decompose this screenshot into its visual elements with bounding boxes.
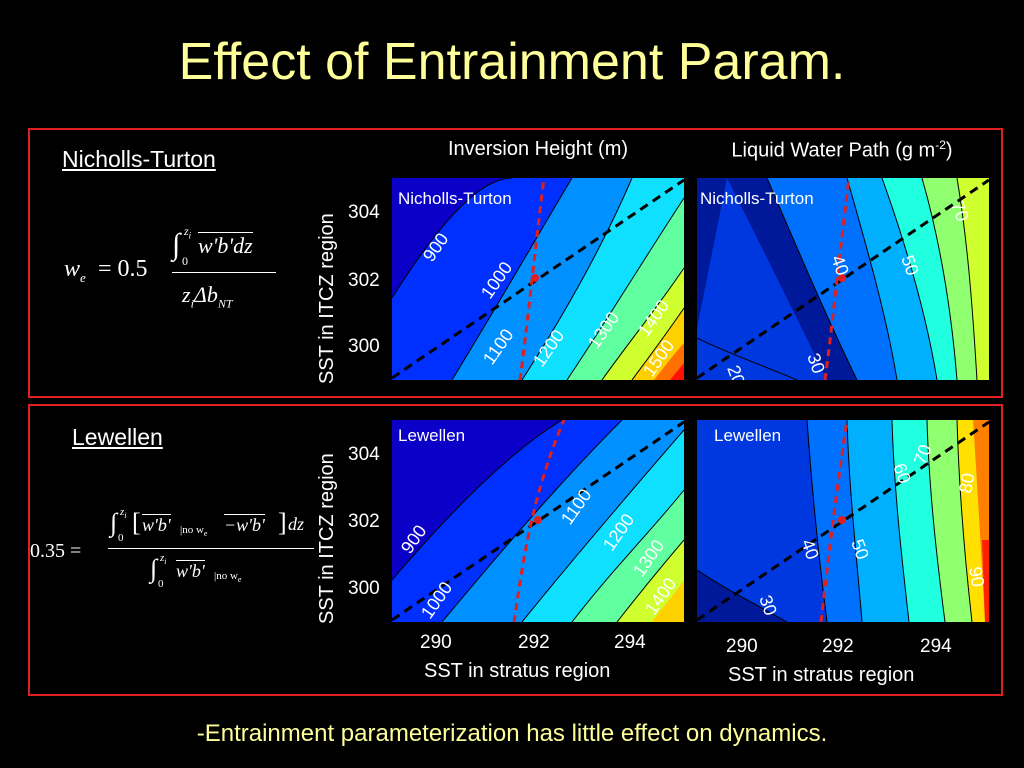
xtick-290-left: 290 — [420, 632, 452, 653]
lwp-contour-label-20: 20 — [723, 363, 749, 380]
nicholls-turton-equation: we = 0.5 ∫ zi 0 w'b'dz ziΔbNT — [64, 222, 294, 322]
ytick-302-top: 302 — [348, 270, 380, 291]
xtick-290-right: 290 — [726, 636, 758, 657]
xtick-294-right: 294 — [920, 636, 952, 657]
xtick-292-left: 292 — [518, 632, 550, 653]
ytick-304-bottom: 304 — [348, 444, 380, 465]
panel-label-nt-right: Nicholls-Turton — [700, 189, 814, 208]
lewellen-equation: 0.35 = ∫ zi 0 [ w'b' |no we −w'b' ] dz ∫… — [30, 502, 320, 602]
panel-label-lew-left: Lewellen — [398, 426, 466, 445]
panel-label-lew-right: Lewellen — [714, 426, 782, 445]
ytick-300-bottom: 300 — [348, 578, 380, 599]
lew-lwp-label-90: 90 — [965, 565, 988, 588]
panel-inversion-height-lewellen: 900 1000 1100 1200 1300 1400 — [392, 420, 684, 622]
conclusion-text: -Entrainment parameterization has little… — [196, 720, 828, 747]
x-axis-label-right: SST in stratus region — [728, 664, 915, 686]
xtick-294-left: 294 — [614, 632, 646, 653]
panel-inversion-height-nicholls-turton: 900 1000 1100 1200 1300 1400 1500 — [392, 178, 684, 380]
ytick-304-top: 304 — [348, 202, 380, 223]
lew-lwp-label-80: 80 — [955, 471, 978, 494]
panel-label-nt-left: Nicholls-Turton — [398, 189, 512, 208]
ytick-302-bottom: 302 — [348, 511, 380, 532]
liquid-water-path-title: Liquid Water Path (g m-2) — [731, 138, 953, 162]
ytick-300-top: 300 — [348, 336, 380, 357]
method-label-nicholls-turton: Nicholls-Turton — [62, 146, 216, 172]
lewellen-box — [28, 404, 1003, 696]
panel-lwp-nicholls-turton: 20 30 40 50 70 — [697, 178, 989, 380]
inversion-height-title: Inversion Height (m) — [447, 138, 629, 160]
panel-lwp-lewellen: 30 40 50 60 70 80 90 — [697, 420, 989, 622]
slide-title: Effect of Entrainment Param. — [178, 33, 846, 91]
y-axis-label-bottom: SST in ITCZ region — [316, 453, 338, 624]
y-axis-label-top: SST in ITCZ region — [316, 213, 338, 384]
nicholls-turton-box — [28, 128, 1003, 398]
method-label-lewellen: Lewellen — [72, 424, 163, 450]
x-axis-label-left: SST in stratus region — [424, 660, 611, 682]
xtick-292-right: 292 — [822, 636, 854, 657]
